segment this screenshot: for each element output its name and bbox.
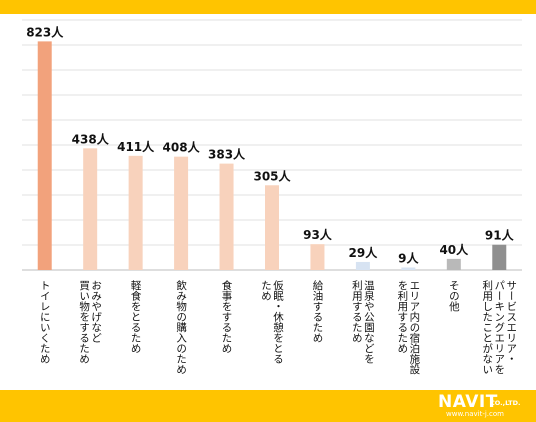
logo-suffix: CO.,LTD. [490, 399, 520, 407]
value-label: 408人 [163, 140, 201, 155]
category-label: 買い物をするため [78, 280, 90, 364]
category-label: 利用するため [351, 280, 363, 343]
bar [83, 148, 97, 270]
value-label: 40人 [439, 242, 469, 257]
value-label: 383人 [208, 147, 246, 162]
category-label: 軽食をとるため [130, 280, 142, 354]
category-label: その他 [448, 280, 460, 312]
value-label: 91人 [485, 228, 515, 243]
bar [401, 268, 415, 271]
bar [265, 185, 279, 270]
bar [492, 245, 506, 270]
category-label: 利用したことがない [481, 280, 493, 375]
category-label: ため [260, 280, 272, 301]
value-label: 823人 [26, 24, 64, 39]
logo-url: www.navit-j.com [446, 410, 504, 419]
category-label: 仮眠・休憩をとる [272, 279, 284, 364]
bar [174, 157, 188, 270]
bar [356, 262, 370, 270]
category-label: を利用するため [396, 280, 408, 354]
value-label: 411人 [117, 139, 155, 154]
bar [38, 41, 52, 270]
category-label: 給油するため [311, 279, 323, 343]
category-label: 温泉や公園などを [363, 280, 375, 364]
value-label: 93人 [303, 227, 333, 242]
value-label: 438人 [72, 131, 110, 146]
value-label: 29人 [349, 245, 379, 260]
navit-logo: NAVIT CO.,LTD. www.navit-j.com [438, 392, 532, 420]
category-label: エリア内の宿泊施設 [408, 280, 420, 375]
value-label: 9人 [398, 251, 419, 266]
bar [447, 259, 461, 270]
category-label: 飲み物の購入のため [175, 279, 187, 374]
value-label: 305人 [253, 168, 291, 183]
bar [220, 164, 234, 270]
category-label: パーキングエリアを [493, 280, 505, 375]
category-label: トイレにいくため [39, 280, 51, 364]
bar [310, 244, 324, 270]
category-label: 食事をするため [221, 279, 233, 353]
top-color-band [0, 0, 536, 14]
category-label: サービスエリア・ [505, 280, 517, 364]
logo-brand: NAVIT [438, 393, 498, 411]
bar [129, 156, 143, 270]
category-label: おみやげなど [90, 280, 102, 343]
